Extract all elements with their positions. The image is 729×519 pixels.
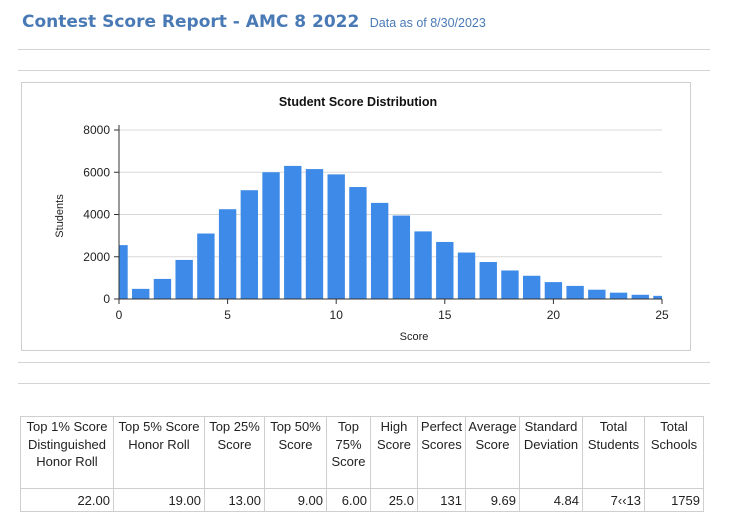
stats-header-cell: Top 75% Score (326, 416, 371, 489)
divider (18, 362, 710, 363)
stats-table: Top 1% Score Distinguished Honor Roll To… (20, 416, 704, 512)
y-tick-label: 4000 (83, 208, 110, 222)
bar-score-21 (566, 285, 584, 299)
bar-score-0 (119, 245, 128, 299)
score-distribution-chart: Student Score Distribution Score Student… (21, 82, 691, 351)
stats-value-cell: 13.00 (204, 488, 265, 512)
x-tick-label: 0 (116, 308, 123, 322)
chart-title: Student Score Distribution (279, 95, 437, 109)
bar-score-13 (392, 215, 411, 299)
divider (18, 49, 710, 50)
stats-header-cell: Top 1% Score Distinguished Honor Roll (20, 416, 114, 489)
y-tick-label: 2000 (83, 250, 110, 264)
stats-header-cell: Total Schools (644, 416, 704, 489)
x-tick-label: 15 (438, 308, 452, 322)
divider (18, 383, 710, 384)
stats-value-cell: 22.00 (20, 488, 114, 512)
bar-score-23 (609, 292, 628, 299)
stats-header-cell: Average Score (465, 416, 520, 489)
stats-value-row: 22.00 19.00 13.00 9.00 6.00 25.0 131 9.6… (20, 488, 704, 512)
bar-score-25 (653, 295, 662, 299)
bar-score-5 (218, 209, 237, 299)
stats-value-cell: 19.00 (113, 488, 205, 512)
bar-score-11 (349, 187, 367, 299)
bar-score-9 (305, 169, 324, 299)
y-axis-label: Students (54, 194, 66, 238)
stats-value-cell: 1759 (644, 488, 704, 512)
bar-score-4 (197, 233, 215, 299)
stats-header-cell: Top 25% Score (204, 416, 265, 489)
bar-score-1 (132, 288, 150, 299)
stats-header-cell: Top 50% Score (264, 416, 327, 489)
bar-score-3 (175, 259, 193, 299)
report-header: Contest Score Report - AMC 8 2022 Data a… (22, 12, 486, 32)
bar-score-12 (370, 202, 389, 299)
x-tick-label: 20 (547, 308, 561, 322)
y-tick-label: 8000 (83, 123, 110, 137)
x-axis-label: Score (400, 331, 429, 343)
bar-score-2 (153, 278, 172, 299)
bar-score-19 (522, 275, 541, 299)
stats-header-cell: Perfect Scores (417, 416, 466, 489)
bar-score-10 (327, 174, 345, 299)
stats-header-cell: Standard Deviation (519, 416, 583, 489)
stats-header-cell: Total Students (582, 416, 645, 489)
bar-score-16 (457, 252, 476, 299)
stats-value-cell: 25.0 (370, 488, 418, 512)
stats-header-row: Top 1% Score Distinguished Honor Roll To… (20, 416, 704, 489)
bar-score-8 (284, 165, 302, 299)
y-tick-label: 6000 (83, 165, 110, 179)
x-tick-label: 5 (224, 308, 231, 322)
bar-score-18 (501, 270, 519, 299)
x-tick-label: 25 (655, 308, 669, 322)
bar-score-20 (544, 282, 563, 299)
bar-score-24 (631, 294, 649, 299)
divider (18, 70, 710, 71)
y-tick-label: 0 (103, 292, 110, 306)
bar-score-7 (262, 172, 280, 299)
stats-header-cell: Top 5% Score Honor Roll (113, 416, 205, 489)
stats-value-cell: 4.84 (519, 488, 583, 512)
chart-svg: Student Score Distribution Score Student… (54, 95, 669, 343)
bar-score-14 (414, 231, 432, 299)
bar-score-17 (479, 262, 497, 299)
bar-score-15 (436, 241, 454, 299)
page-title: Contest Score Report - AMC 8 2022 (22, 12, 360, 32)
stats-value-cell: 9.00 (264, 488, 327, 512)
stats-value-cell: 131 (417, 488, 466, 512)
data-as-of-label: Data as of 8/30/2023 (369, 16, 486, 30)
stats-value-cell: 7‹‹13 (582, 488, 645, 512)
stats-value-cell: 6.00 (326, 488, 371, 512)
bar-score-6 (240, 190, 259, 299)
stats-header-cell: High Score (370, 416, 418, 489)
stats-value-cell: 9.69 (465, 488, 520, 512)
bar-score-22 (588, 289, 606, 299)
x-tick-label: 10 (330, 308, 344, 322)
